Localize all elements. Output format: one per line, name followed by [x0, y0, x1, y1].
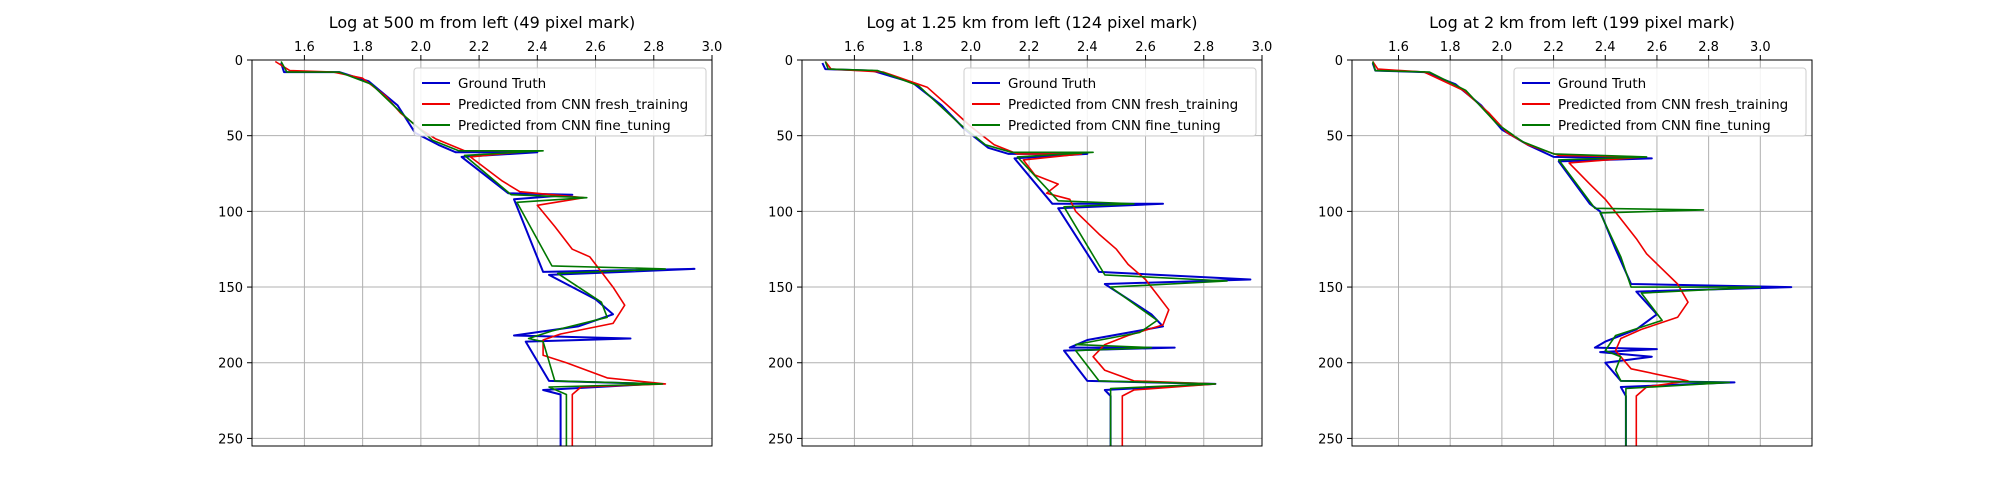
legend-entry: Ground Truth [1558, 76, 1646, 92]
y-tick-label: 150 [1318, 281, 1343, 296]
y-tick-label: 100 [1318, 205, 1343, 220]
x-tick-label: 2.6 [1647, 40, 1668, 55]
chart-panel-1: 1.6 1.8 2.0 2.2 2.4 2.6 2.8 3.0 0 50 100 150 200 250 L… [218, 13, 722, 447]
x-tick-label: 2.6 [1135, 40, 1156, 55]
series-line-fresh-training [274, 60, 667, 446]
x-tick-label: 2.8 [1698, 40, 1719, 55]
x-tick-label: 2.4 [1077, 40, 1098, 55]
x-tick-label: 2.8 [643, 40, 664, 55]
legend-entry: Predicted from CNN fresh_training [1008, 97, 1238, 113]
y-tick-label: 200 [218, 357, 243, 372]
y-tick-label: 150 [768, 281, 793, 296]
legend: Ground Truth Predicted from CNN fresh_tra… [413, 67, 707, 137]
y-tick-label: 200 [1318, 357, 1343, 372]
x-tick-label: 2.0 [961, 40, 982, 55]
x-tick-label: 2.0 [411, 40, 432, 55]
y-tick-label: 50 [226, 130, 243, 145]
legend-entry: Predicted from CNN fine_tuning [1558, 118, 1771, 134]
y-tick-label: 100 [768, 205, 793, 220]
chart-panel-3: 1.6 1.8 2.0 2.2 2.4 2.6 2.8 3.0 0 50 100 150 200 250 L… [1318, 13, 1813, 447]
x-tick-label: 2.8 [1193, 40, 1214, 55]
x-tick-label: 2.4 [1595, 40, 1616, 55]
x-tick-label: 3.0 [1252, 40, 1273, 55]
chart-title: Log at 1.25 km from left (124 pixel mark… [866, 13, 1197, 32]
x-tick-label: 1.8 [352, 40, 373, 55]
series-line-fresh-training [1372, 61, 1689, 446]
legend: Ground Truth Predicted from CNN fresh_tra… [963, 67, 1257, 137]
y-tick-label: 0 [1335, 54, 1343, 69]
y-tick-label: 0 [235, 54, 243, 69]
x-tick-label: 1.6 [844, 40, 865, 55]
x-tick-label: 1.8 [1440, 40, 1461, 55]
chart-panel-2: 1.6 1.8 2.0 2.2 2.4 2.6 2.8 3.0 0 50 100 150 200 250 L… [768, 13, 1272, 447]
x-tick-label: 2.4 [527, 40, 548, 55]
series-line-fine-tuning [280, 61, 667, 446]
series-line-fine-tuning [1371, 61, 1762, 446]
x-tick-label: 2.6 [585, 40, 606, 55]
legend-entry: Ground Truth [1008, 76, 1096, 92]
axes-frame [801, 59, 1263, 447]
x-tick-label: 1.6 [294, 40, 315, 55]
y-tick-label: 150 [218, 281, 243, 296]
y-tick-label: 200 [768, 357, 793, 372]
axes-frame [251, 59, 713, 447]
chart-title: Log at 500 m from left (49 pixel mark) [329, 13, 636, 32]
legend-entry: Predicted from CNN fresh_training [1558, 97, 1788, 113]
y-tick-label: 250 [218, 432, 243, 447]
x-tick-label: 2.2 [1019, 40, 1040, 55]
legend-box [963, 67, 1257, 137]
x-tick-label: 3.0 [1750, 40, 1771, 55]
x-tick-label: 2.0 [1492, 40, 1513, 55]
legend-entry: Ground Truth [458, 76, 546, 92]
legend-box [413, 67, 707, 137]
y-tick-label: 100 [218, 205, 243, 220]
x-tick-label: 2.2 [469, 40, 490, 55]
y-tick-label: 0 [785, 54, 793, 69]
x-tick-label: 3.0 [702, 40, 723, 55]
axes-frame [1351, 59, 1813, 447]
y-tick-label: 50 [776, 130, 793, 145]
y-tick-label: 250 [1318, 432, 1343, 447]
x-tick-label: 2.2 [1543, 40, 1564, 55]
legend-entry: Predicted from CNN fine_tuning [1008, 118, 1221, 134]
x-tick-label: 1.6 [1388, 40, 1409, 55]
y-tick-label: 250 [768, 432, 793, 447]
legend-box [1513, 67, 1807, 137]
legend-entry: Predicted from CNN fresh_training [458, 97, 688, 113]
series-line-fine-tuning [824, 61, 1228, 446]
legend-entry: Predicted from CNN fine_tuning [458, 118, 671, 134]
chart-title: Log at 2 km from left (199 pixel mark) [1429, 13, 1735, 32]
y-tick-label: 50 [1326, 130, 1343, 145]
legend: Ground Truth Predicted from CNN fresh_tra… [1513, 67, 1807, 137]
x-tick-label: 1.8 [902, 40, 923, 55]
